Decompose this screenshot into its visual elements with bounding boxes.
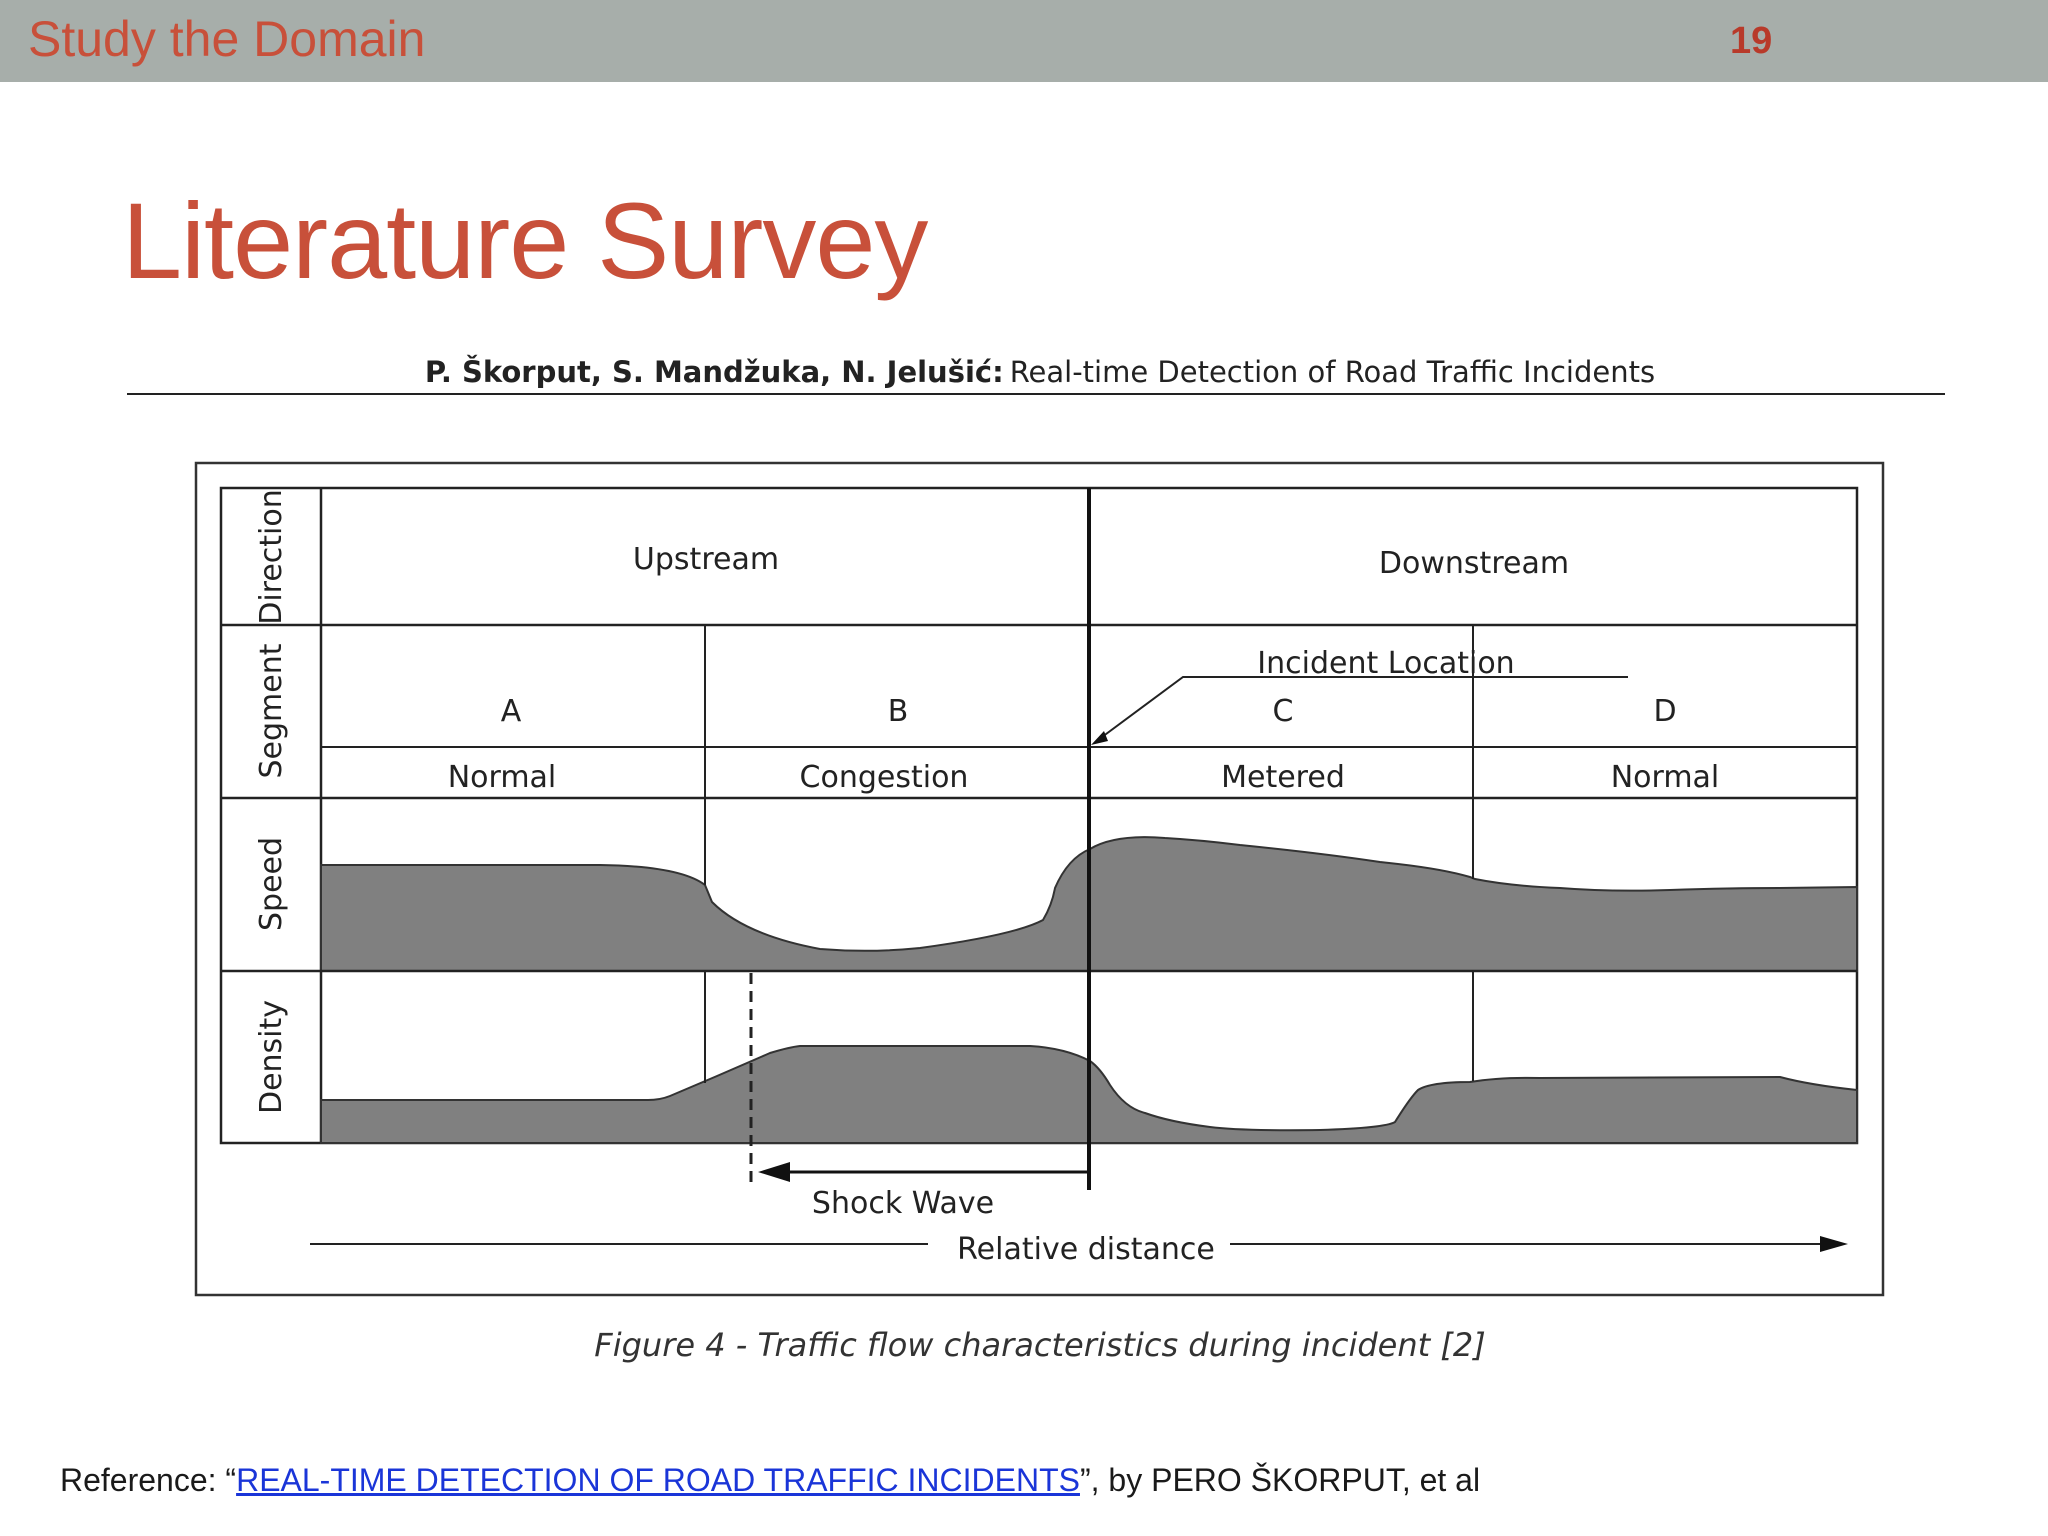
row-label-speed: Speed xyxy=(254,837,289,931)
direction-downstream: Downstream xyxy=(1379,546,1569,581)
figure-caption: Figure 4 - Traffic flow characteristics … xyxy=(594,1326,1485,1364)
distance-arrowhead xyxy=(1820,1236,1848,1252)
segment-state-c: Metered xyxy=(1221,760,1345,795)
paper-authors: P. Škorput, S. Mandžuka, N. Jelušić: xyxy=(425,355,1004,389)
section-title: Study the Domain xyxy=(28,11,426,67)
segment-state-d: Normal xyxy=(1611,760,1720,795)
row-label-direction: Direction xyxy=(254,489,289,625)
paper-header: P. Škorput, S. Mandžuka, N. Jelušić: Real… xyxy=(425,355,1655,389)
shock-wave-arrowhead xyxy=(758,1162,790,1182)
segment-letter-b: B xyxy=(888,694,909,729)
direction-upstream: Upstream xyxy=(633,542,779,577)
reference-suffix: ”, by PERO ŠKORPUT, et al xyxy=(1079,1462,1481,1498)
segment-letter-c: C xyxy=(1273,694,1294,729)
reference-link[interactable]: REAL-TIME DETECTION OF ROAD TRAFFIC INCI… xyxy=(236,1462,1080,1498)
segment-state-a: Normal xyxy=(448,760,557,795)
slide-title: Literature Survey xyxy=(122,180,928,301)
reference-prefix: Reference: “ xyxy=(60,1462,237,1498)
distance-label: Relative distance xyxy=(957,1232,1215,1267)
segment-letter-a: A xyxy=(501,694,522,729)
paper-title: Real-time Detection of Road Traffic Inci… xyxy=(1010,355,1655,389)
page-number: 19 xyxy=(1730,20,1773,62)
incident-location-label: Incident Location xyxy=(1257,646,1514,681)
shock-wave-label: Shock Wave xyxy=(812,1186,994,1221)
segment-letter-d: D xyxy=(1653,694,1676,729)
row-label-segment: Segment xyxy=(254,643,289,778)
incident-leader-line xyxy=(1097,676,1628,741)
header-bar xyxy=(0,0,2048,82)
segment-state-b: Congestion xyxy=(800,760,969,795)
reference-line: Reference: “REAL-TIME DETECTION OF ROAD … xyxy=(60,1462,1480,1499)
row-label-density: Density xyxy=(254,1000,289,1114)
incident-arrowhead xyxy=(1091,731,1108,745)
